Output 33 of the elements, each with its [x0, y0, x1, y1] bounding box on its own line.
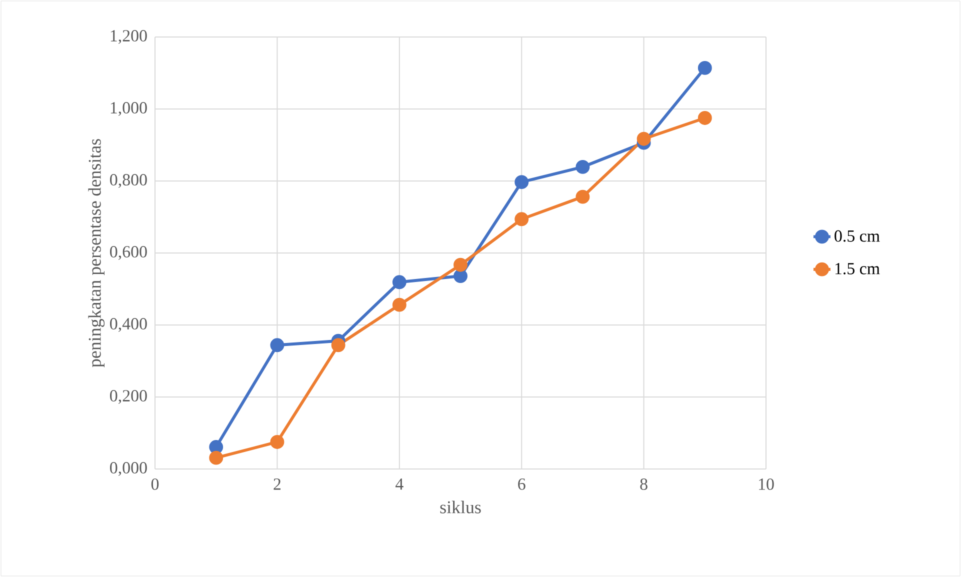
y-tick-label: 0,200 [110, 390, 147, 404]
point [331, 338, 346, 352]
x-tick-label: 8 [640, 478, 648, 490]
point [514, 212, 529, 226]
y-tick-label: 1,000 [110, 102, 147, 116]
point [209, 440, 224, 454]
point [514, 175, 529, 190]
point [576, 160, 590, 174]
y-tick-label: 0,400 [110, 318, 147, 332]
point [392, 298, 406, 312]
point [698, 60, 712, 75]
legend-label: 0.5 cm [834, 230, 880, 242]
point [392, 275, 406, 290]
point [576, 190, 590, 204]
point [454, 269, 468, 283]
point [454, 258, 468, 272]
point [270, 435, 284, 449]
legend-label: 1.5 cm [835, 262, 880, 274]
y-tick-label: 0,800 [110, 174, 147, 188]
y-tick-label: 0,600 [110, 246, 147, 260]
x-tick-label: 6 [518, 478, 526, 490]
y-axis-title: peningkatan persentase densitas [88, 139, 105, 368]
x-tick-label: 4 [396, 478, 404, 490]
y-tick-label: 1,200 [110, 30, 147, 44]
point [270, 338, 284, 352]
y-tick-label: 0,000 [110, 462, 147, 476]
x-tick-label: 2 [274, 478, 281, 490]
x-tick-label: 10 [759, 478, 774, 490]
x-axis-title: siklus [440, 500, 481, 514]
point [698, 111, 712, 125]
point [209, 450, 224, 465]
point [636, 132, 651, 146]
x-tick-label: 0 [151, 478, 159, 490]
